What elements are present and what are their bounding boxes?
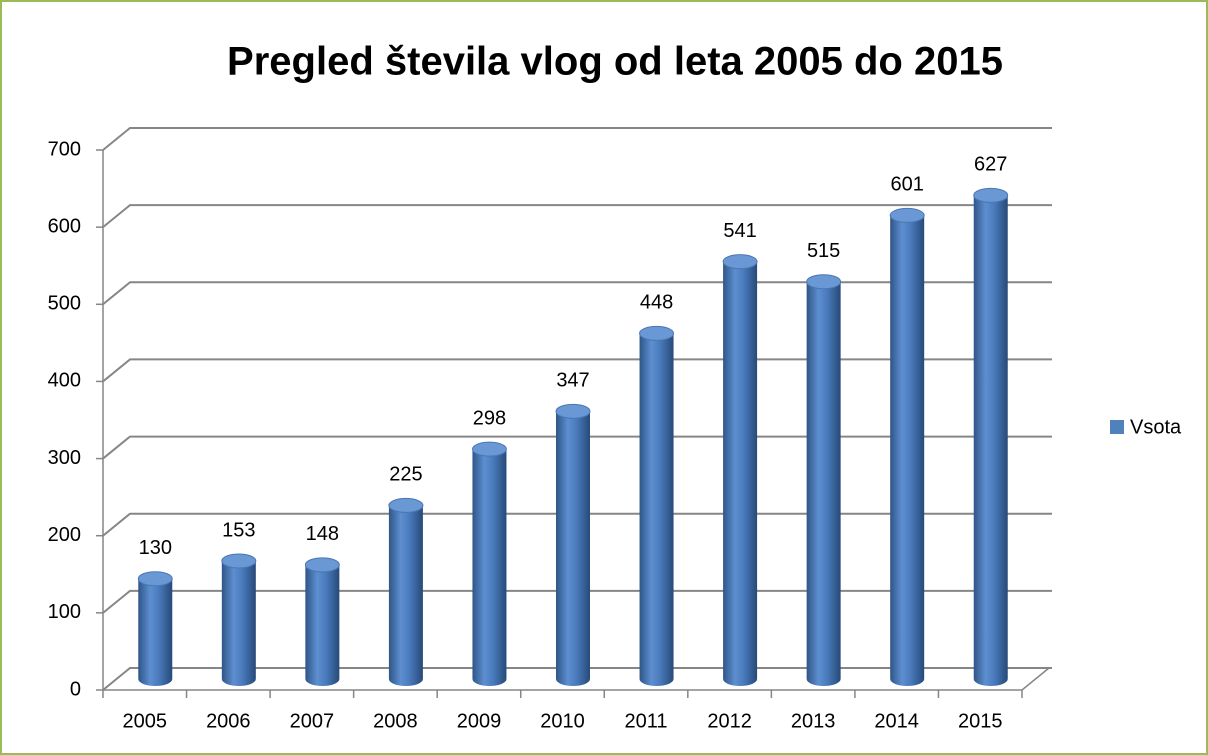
x-tick-label: 2006 (206, 710, 251, 732)
x-tick-label: 2014 (874, 710, 919, 732)
data-label: 601 (890, 174, 923, 196)
data-label: 130 (139, 537, 172, 559)
bar-top (388, 497, 424, 513)
y-tick-label: 0 (70, 678, 81, 700)
x-tick-label: 2007 (290, 710, 335, 732)
bar-top (639, 325, 675, 341)
bar-top (722, 254, 758, 270)
y-tick-label: 500 (48, 293, 81, 315)
bar (221, 560, 256, 687)
legend-label: Vsota (1130, 416, 1182, 438)
data-label: 627 (974, 154, 1007, 176)
bar (556, 411, 590, 686)
bar (890, 215, 925, 687)
bar-top (889, 207, 925, 223)
y-tick-label: 300 (48, 447, 81, 469)
bar (723, 261, 758, 687)
bar (138, 578, 173, 687)
x-tick-label: 2005 (123, 710, 168, 732)
bar (639, 333, 674, 687)
y-tick-label: 700 (48, 138, 81, 160)
bar-top (555, 403, 591, 419)
data-label: 225 (389, 464, 422, 486)
data-label: 448 (640, 292, 673, 314)
bar (973, 195, 1008, 687)
grid-line (102, 204, 1052, 228)
x-tick-label: 2013 (791, 710, 836, 732)
bar-top (304, 557, 340, 573)
bar (806, 281, 841, 687)
data-label: 515 (807, 240, 840, 262)
bar-top (973, 187, 1009, 203)
data-label: 153 (222, 519, 255, 541)
bar (305, 564, 340, 687)
data-label: 541 (723, 220, 756, 242)
x-tick-label: 2011 (625, 710, 668, 732)
legend-swatch (1110, 420, 1124, 434)
bar (388, 505, 423, 687)
x-tick-label: 2009 (457, 710, 502, 732)
x-tick-label: 2015 (958, 710, 1003, 732)
x-tick-label: 2008 (373, 710, 418, 732)
bar (472, 449, 507, 687)
data-label: 347 (556, 370, 589, 392)
chart-title: Pregled števila vlog od leta 2005 do 201… (227, 40, 1003, 84)
x-tick-label: 2012 (707, 710, 752, 732)
bar-top (806, 274, 842, 290)
y-tick-label: 600 (48, 215, 81, 237)
data-label: 148 (306, 523, 339, 545)
bar-top (471, 441, 507, 457)
y-tick-label: 200 (48, 524, 81, 546)
y-tick-label: 100 (48, 601, 81, 623)
data-label: 298 (473, 407, 506, 429)
bar-top (221, 553, 257, 569)
bar-top (137, 571, 173, 587)
x-tick-label: 2010 (540, 710, 585, 732)
y-tick-label: 400 (48, 370, 81, 392)
grid-line (102, 127, 1052, 151)
